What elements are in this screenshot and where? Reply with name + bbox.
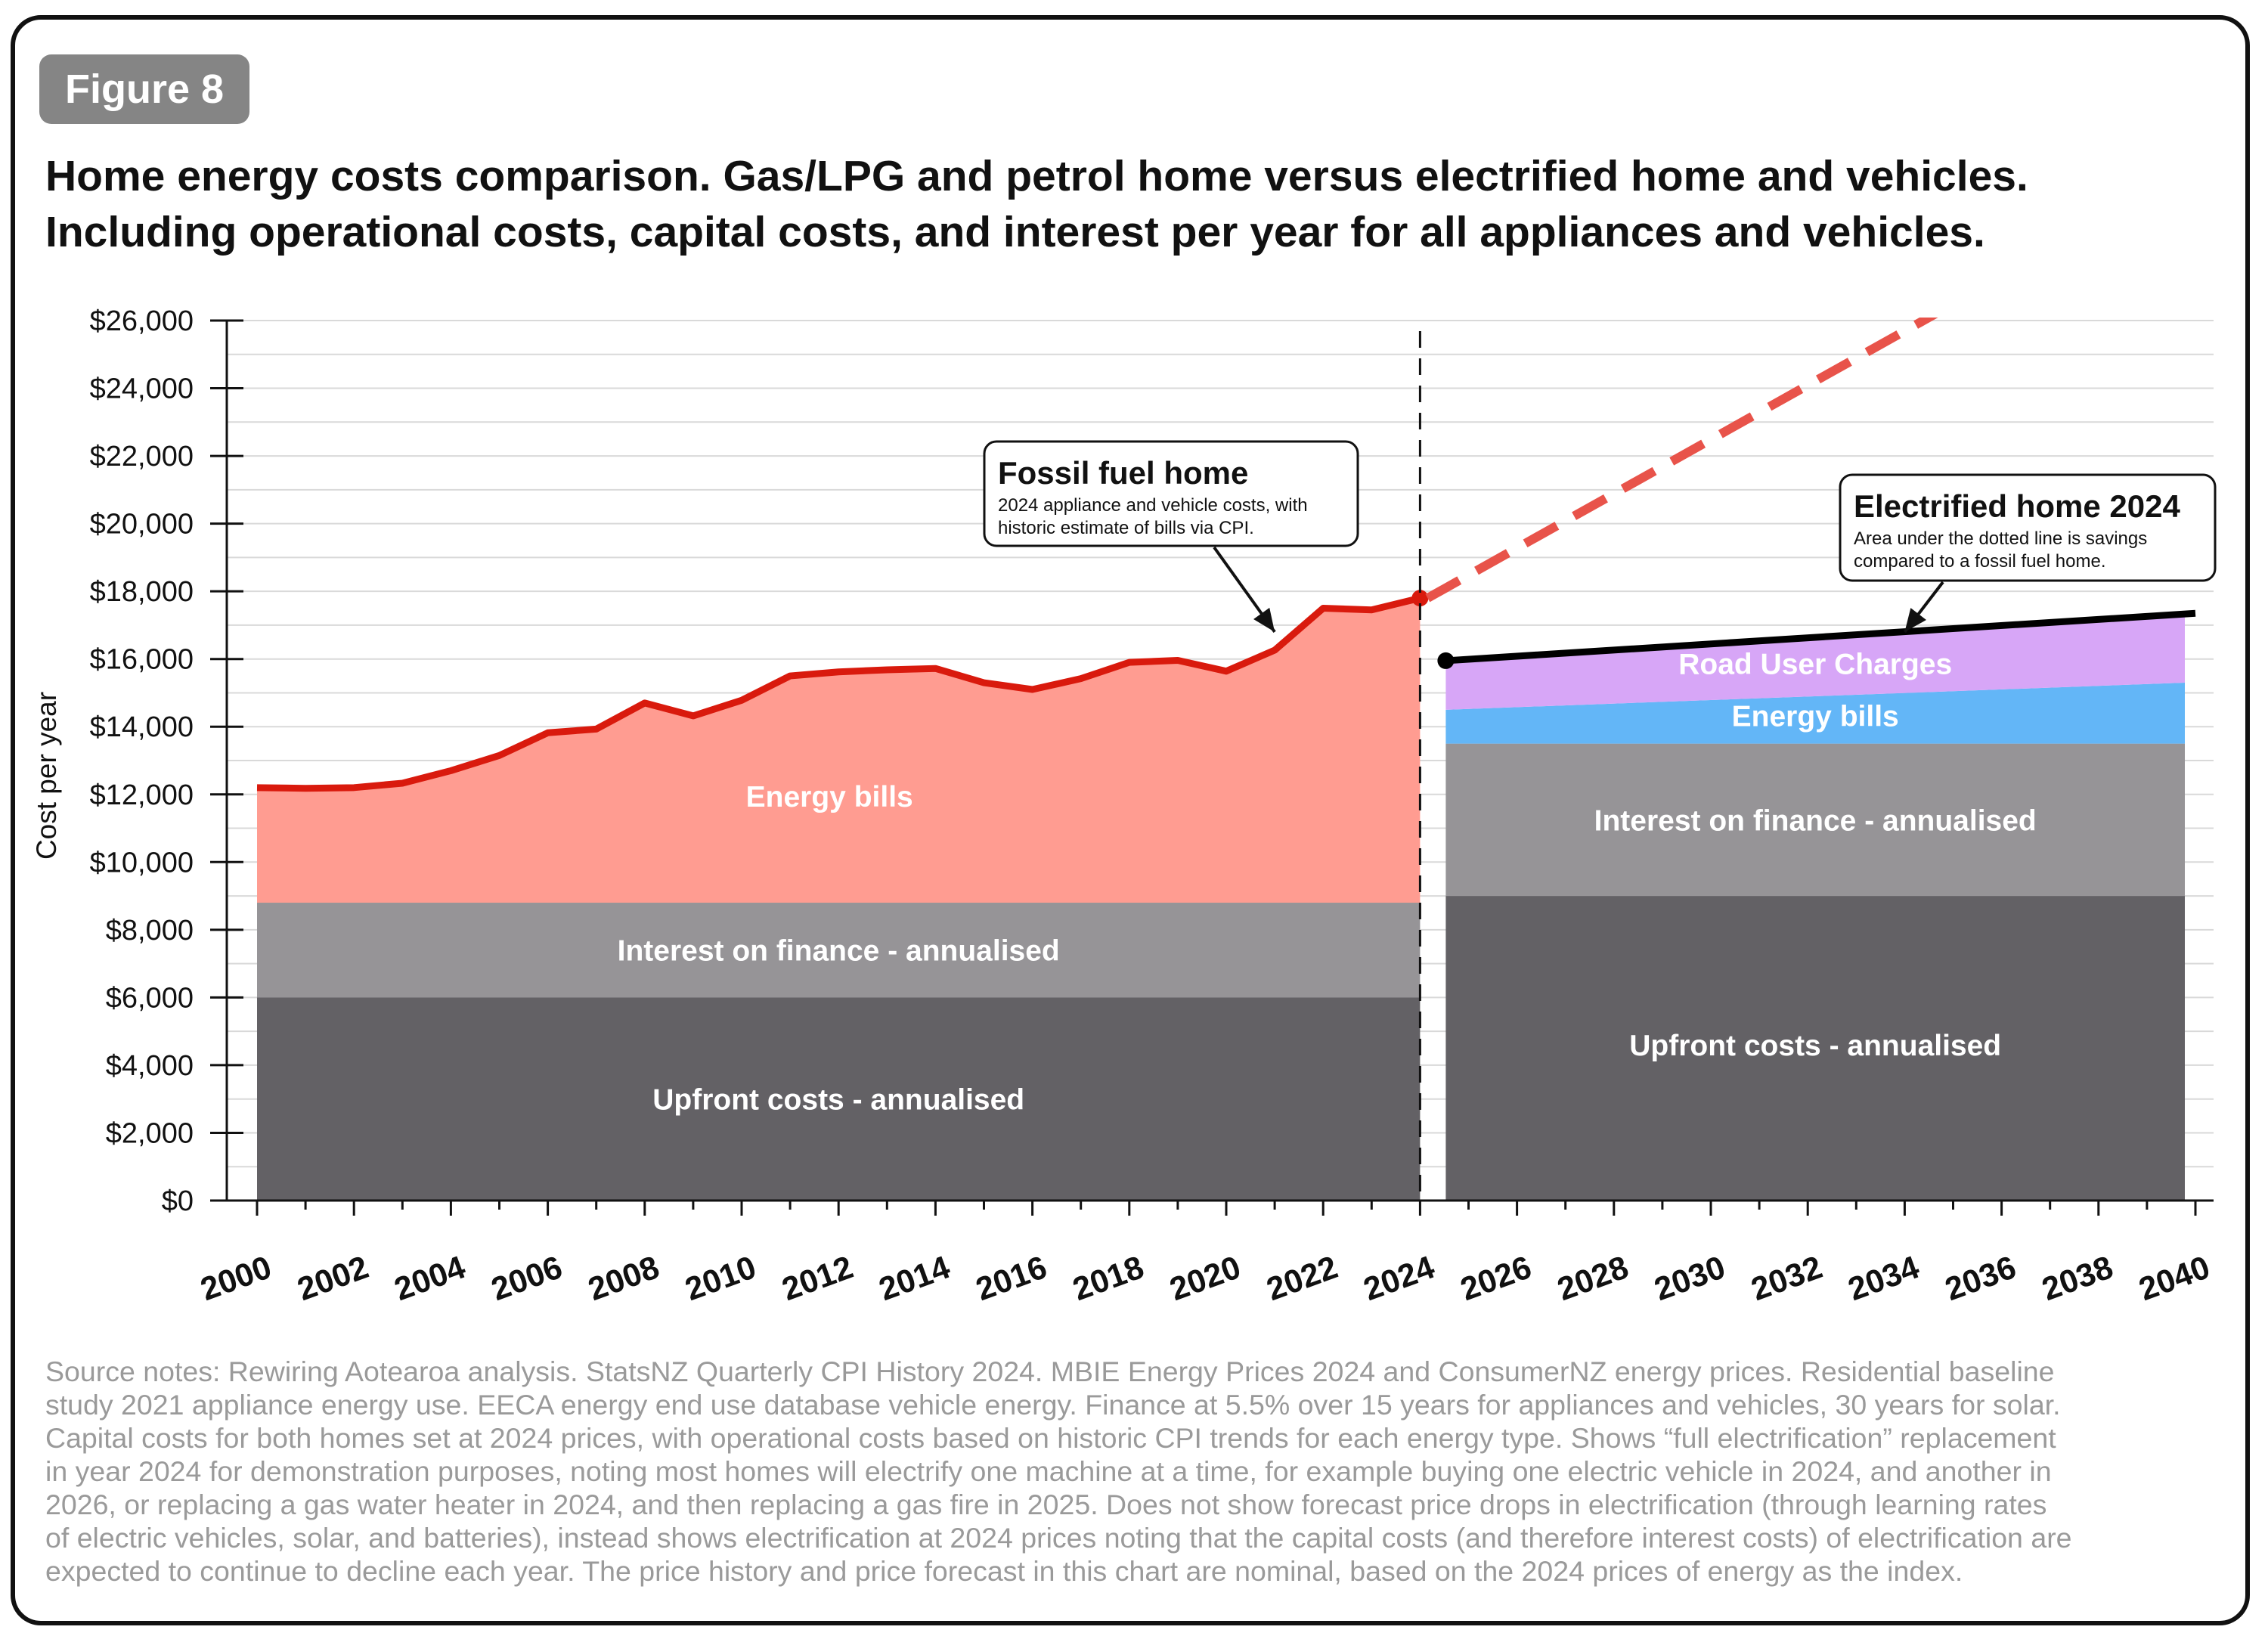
y-tick-label: $16,000 [90,644,194,676]
electrified-road-user-charges-label: Road User Charges [1678,649,1952,681]
chart-title: Home energy costs comparison. Gas/LPG an… [45,148,2223,260]
x-tick-label: 2004 [390,1249,470,1308]
y-tick-label: $2,000 [106,1117,194,1149]
x-tick-label: 2026 [1456,1249,1536,1308]
y-tick-label: $14,000 [90,711,194,743]
annotation-fossil-fuel-home: Fossil fuel home 2024 appliance and vehic… [983,440,1359,634]
electrified-road-user-charges-area [1445,613,2185,710]
x-tick-label: 2038 [2037,1249,2118,1308]
series-labels: Upfront costs - annualised Interest on fi… [618,649,2037,1117]
y-tick-label: $8,000 [106,915,194,947]
x-tick-label: 2030 [1650,1249,1730,1308]
fossil-total-line [256,594,1421,792]
x-tick-label: 2024 [1359,1249,1439,1308]
y-tick-label: $24,000 [90,373,194,405]
source-note-line: expected to continue to decline each yea… [45,1555,1963,1587]
y-tick-label: $26,000 [90,305,194,337]
electrified-total-start-point [1437,652,1455,669]
x-tick-label: 2034 [1844,1249,1924,1308]
y-tick-label: $22,000 [90,441,194,473]
annotation-electrified-home-title: Electrified home 2024 [1854,488,2180,524]
annotation-electrified-home: Electrified home 2024 Area under the dott… [1839,473,2217,634]
electrified-interest-area [1445,743,2185,897]
y-tick-label: $18,000 [90,576,194,608]
source-note-line: in year 2024 for demonstration purposes,… [45,1455,2052,1487]
fossil-energy-bills-area [257,598,1421,903]
y-tick-label: $10,000 [90,847,194,878]
x-tick-label: 2012 [777,1249,857,1308]
x-tick-label: 2040 [2134,1249,2214,1308]
annotation-electrified-home-text: Area under the dotted line is savings [1854,528,2147,549]
source-note-line: Source notes: Rewiring Aotearoa analysis… [45,1356,2055,1387]
x-tick-label: 2008 [584,1249,664,1308]
y-tick-label: $4,000 [106,1050,194,1082]
x-tick-label: 2020 [1165,1249,1245,1308]
electrified-total-line [1445,609,2196,665]
x-tick-label: 2002 [293,1249,373,1308]
electrified-home-areas [1437,609,2196,1201]
x-axis-ticks: 2000 2002 2004 2006 2008 2010 2012 2014 2016 2018… [196,1201,2214,1308]
electrified-upfront-label: Upfront costs - annualised [1629,1030,2001,1062]
annotation-electrified-home-box [1839,473,2217,582]
electrified-interest-label: Interest on finance - annualised [1594,804,2037,837]
source-note-line: of electric vehicles, solar, and batteri… [45,1522,2072,1554]
x-tick-label: 2010 [680,1249,761,1308]
annotation-fossil-fuel-home-title: Fossil fuel home [998,455,1248,491]
electrified-upfront-area [1445,896,2185,1201]
fossil-upfront-label: Upfront costs - annualised [652,1084,1024,1117]
fossil-interest-area [257,903,1421,998]
fossil-energy-bills-label: Energy bills [746,781,913,813]
y-axis-label: Cost per year [31,692,62,860]
annotation-fossil-fuel-home-text: 2024 appliance and vehicle costs, with [998,495,1308,516]
annotation-fossil-fuel-home-box [983,440,1359,547]
y-tick-label: $0 [162,1185,194,1217]
fossil-forecast-line [1425,318,1938,603]
y-tick-label: $12,000 [90,779,194,811]
x-tick-label: 2006 [487,1249,567,1308]
source-notes: Source notes: Rewiring Aotearoa analysis… [45,1355,2238,1588]
x-tick-label: 2018 [1068,1249,1148,1308]
source-note-line: 2026, or replacing a gas water heater in… [45,1489,2047,1520]
annotation-fossil-fuel-home-text: historic estimate of bills via CPI. [998,518,1254,538]
fossil-interest-label: Interest on finance - annualised [618,935,1060,968]
x-tick-label: 2016 [971,1249,1052,1308]
fossil-home-areas [256,590,1429,1201]
x-tick-label: 2032 [1746,1249,1826,1308]
fossil-upfront-area [257,997,1421,1201]
figure-label: Figure 8 [39,54,250,124]
electrified-energy-bills-area [1445,683,2185,744]
annotation-electrified-home-arrowhead [1904,608,1926,632]
x-tick-label: 2022 [1262,1249,1342,1308]
source-note-line: study 2021 appliance energy use. EECA en… [45,1389,2061,1421]
annotation-electrified-home-text: compared to a fossil fuel home. [1854,551,2106,572]
y-axis-ticks: $0 $2,000 $4,000 $6,000 $8,000 $10,000 $12,000… [90,305,243,1217]
source-note-line: Capital costs for both homes set at 2024… [45,1422,2056,1454]
chart-title-line-1: Home energy costs comparison. Gas/LPG an… [45,152,2028,200]
x-tick-label: 2036 [1941,1249,2021,1308]
x-tick-label: 2028 [1553,1249,1633,1308]
y-tick-label: $6,000 [106,982,194,1014]
x-tick-label: 2014 [875,1249,955,1308]
y-tick-label: $20,000 [90,509,194,541]
fossil-total-end-point [1411,590,1429,607]
chart-title-line-2: Including operational costs, capital cos… [45,208,1985,256]
annotation-fossil-fuel-home-arrowhead [1253,607,1275,632]
electrified-energy-bills-label: Energy bills [1732,700,1899,733]
x-tick-label: 2000 [196,1249,276,1308]
